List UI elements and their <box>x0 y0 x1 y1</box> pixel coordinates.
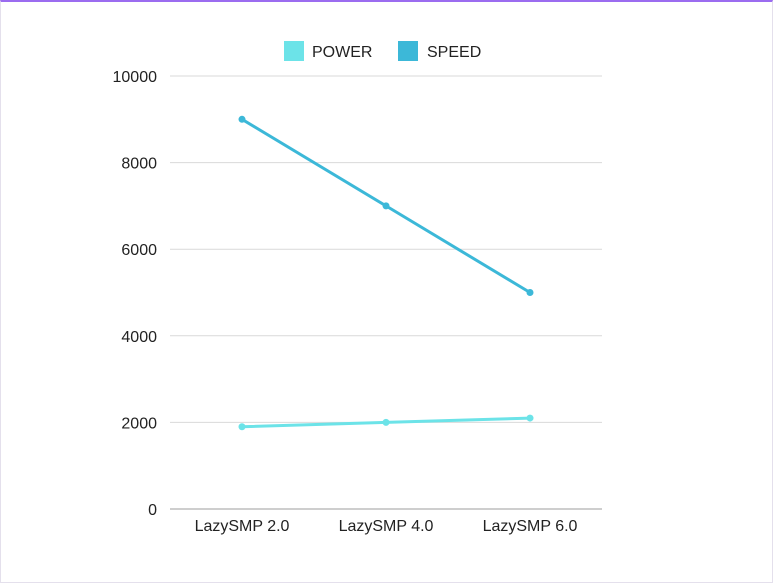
grid-lines <box>170 75 602 423</box>
legend-label-power: POWER <box>312 44 372 61</box>
series-group <box>238 115 534 431</box>
data-point-speed <box>526 289 534 296</box>
legend: POWER SPEED <box>284 41 481 61</box>
data-point-power <box>238 423 246 431</box>
y-tick-label: 6000 <box>121 242 157 259</box>
data-point-speed <box>382 202 390 210</box>
legend-swatch-speed <box>398 41 418 61</box>
y-tick-label: 2000 <box>121 415 157 432</box>
x-tick-label: LazySMP 6.0 <box>483 518 578 535</box>
x-tick-label: LazySMP 4.0 <box>339 518 434 535</box>
y-tick-label: 0 <box>148 502 157 519</box>
legend-label-speed: SPEED <box>427 44 481 61</box>
y-tick-label: 4000 <box>121 329 157 346</box>
data-point-power <box>382 418 390 426</box>
y-tick-label: 10000 <box>113 69 158 86</box>
data-point-power <box>526 414 534 422</box>
x-axis-ticks: LazySMP 2.0 LazySMP 4.0 LazySMP 6.0 <box>195 518 578 535</box>
y-tick-label: 8000 <box>121 156 157 173</box>
data-point-speed <box>238 115 246 123</box>
y-axis-ticks: 0 2000 4000 6000 8000 10000 <box>113 69 158 519</box>
legend-swatch-power <box>284 41 304 61</box>
x-tick-label: LazySMP 2.0 <box>195 518 290 535</box>
